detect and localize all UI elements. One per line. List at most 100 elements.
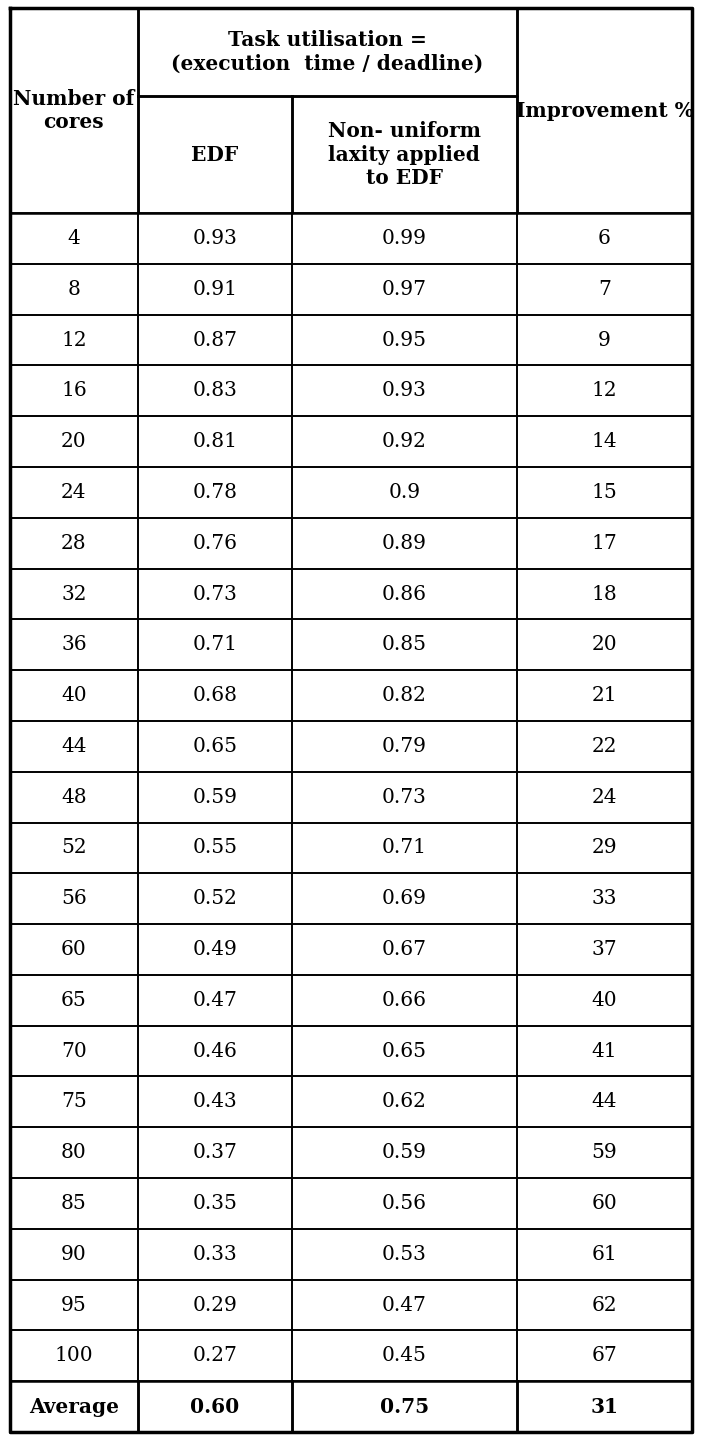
Text: 0.67: 0.67 — [382, 940, 427, 959]
Text: 0.85: 0.85 — [382, 635, 427, 654]
Text: 0.95: 0.95 — [382, 331, 427, 350]
Text: 15: 15 — [592, 482, 617, 503]
Text: EDF: EDF — [191, 144, 239, 164]
Text: 59: 59 — [592, 1143, 617, 1162]
Text: 36: 36 — [61, 635, 87, 654]
Text: Improvement %: Improvement % — [515, 101, 694, 121]
Text: 85: 85 — [61, 1194, 87, 1212]
Text: 0.87: 0.87 — [192, 331, 237, 350]
Text: 8: 8 — [67, 279, 80, 298]
Text: 37: 37 — [592, 940, 617, 959]
Text: 0.71: 0.71 — [192, 635, 237, 654]
Text: 0.69: 0.69 — [382, 890, 427, 909]
Text: 0.27: 0.27 — [192, 1346, 237, 1365]
Text: 80: 80 — [61, 1143, 87, 1162]
Text: 9: 9 — [598, 331, 611, 350]
Text: 22: 22 — [592, 737, 617, 756]
Text: 60: 60 — [592, 1194, 617, 1212]
Text: 12: 12 — [592, 382, 617, 400]
Text: 0.60: 0.60 — [190, 1397, 239, 1417]
Text: 0.55: 0.55 — [192, 838, 237, 857]
Text: 28: 28 — [61, 534, 87, 553]
Text: 0.46: 0.46 — [192, 1041, 237, 1061]
Text: 0.97: 0.97 — [382, 279, 427, 298]
Text: 70: 70 — [61, 1041, 87, 1061]
Text: 67: 67 — [592, 1346, 617, 1365]
Text: 0.66: 0.66 — [382, 991, 427, 1009]
Text: 0.59: 0.59 — [382, 1143, 427, 1162]
Text: 0.92: 0.92 — [382, 432, 427, 451]
Text: 62: 62 — [592, 1296, 617, 1315]
Text: 40: 40 — [592, 991, 617, 1009]
Text: 0.53: 0.53 — [382, 1244, 427, 1264]
Text: 100: 100 — [55, 1346, 93, 1365]
Text: 75: 75 — [61, 1093, 87, 1112]
Text: 0.79: 0.79 — [382, 737, 427, 756]
Text: 0.47: 0.47 — [192, 991, 237, 1009]
Text: 0.73: 0.73 — [382, 788, 427, 806]
Text: 16: 16 — [61, 382, 87, 400]
Text: 20: 20 — [61, 432, 87, 451]
Text: 29: 29 — [592, 838, 617, 857]
Text: 41: 41 — [592, 1041, 617, 1061]
Text: Non- uniform
laxity applied
to EDF: Non- uniform laxity applied to EDF — [328, 121, 481, 187]
Text: 0.35: 0.35 — [192, 1194, 237, 1212]
Text: 20: 20 — [592, 635, 617, 654]
Text: 0.9: 0.9 — [388, 482, 420, 503]
Text: 0.73: 0.73 — [192, 585, 237, 603]
Text: 60: 60 — [61, 940, 87, 959]
Text: 21: 21 — [592, 685, 617, 706]
Text: 0.71: 0.71 — [382, 838, 427, 857]
Text: Average: Average — [29, 1397, 119, 1417]
Text: 0.59: 0.59 — [192, 788, 237, 806]
Text: 0.37: 0.37 — [192, 1143, 237, 1162]
Text: 0.86: 0.86 — [382, 585, 427, 603]
Text: 0.89: 0.89 — [382, 534, 427, 553]
Text: 4: 4 — [67, 229, 80, 248]
Text: 56: 56 — [61, 890, 87, 909]
Text: 0.93: 0.93 — [382, 382, 427, 400]
Text: 52: 52 — [61, 838, 87, 857]
Text: 0.49: 0.49 — [192, 940, 237, 959]
Text: 17: 17 — [592, 534, 617, 553]
Text: 65: 65 — [61, 991, 87, 1009]
Text: 0.82: 0.82 — [382, 685, 427, 706]
Text: 14: 14 — [592, 432, 617, 451]
Text: 90: 90 — [61, 1244, 87, 1264]
Text: 7: 7 — [598, 279, 611, 298]
Text: 33: 33 — [592, 890, 617, 909]
Text: 0.81: 0.81 — [192, 432, 237, 451]
Text: 6: 6 — [598, 229, 611, 248]
Text: 44: 44 — [61, 737, 86, 756]
Text: 0.43: 0.43 — [192, 1093, 237, 1112]
Text: 0.99: 0.99 — [382, 229, 427, 248]
Text: 48: 48 — [61, 788, 87, 806]
Text: 18: 18 — [592, 585, 617, 603]
Text: 0.65: 0.65 — [382, 1041, 427, 1061]
Text: 40: 40 — [61, 685, 87, 706]
Text: 95: 95 — [61, 1296, 87, 1315]
Text: 32: 32 — [61, 585, 86, 603]
Text: 31: 31 — [590, 1397, 618, 1417]
Text: 12: 12 — [61, 331, 87, 350]
Text: Task utilisation =
(execution  time / deadline): Task utilisation = (execution time / dea… — [171, 30, 484, 73]
Text: 61: 61 — [592, 1244, 617, 1264]
Text: 0.83: 0.83 — [192, 382, 237, 400]
Text: 0.52: 0.52 — [192, 890, 237, 909]
Text: 0.65: 0.65 — [192, 737, 237, 756]
Text: 0.91: 0.91 — [192, 279, 237, 298]
Text: 0.56: 0.56 — [382, 1194, 427, 1212]
Text: 0.47: 0.47 — [382, 1296, 427, 1315]
Text: 24: 24 — [61, 482, 86, 503]
Text: Number of
cores: Number of cores — [13, 89, 135, 132]
Text: 0.45: 0.45 — [382, 1346, 427, 1365]
Text: 44: 44 — [592, 1093, 617, 1112]
Text: 0.68: 0.68 — [192, 685, 237, 706]
Text: 0.76: 0.76 — [192, 534, 237, 553]
Text: 0.78: 0.78 — [192, 482, 237, 503]
Text: 24: 24 — [592, 788, 617, 806]
Text: 0.62: 0.62 — [382, 1093, 427, 1112]
Text: 0.33: 0.33 — [192, 1244, 237, 1264]
Text: 0.93: 0.93 — [192, 229, 237, 248]
Text: 0.29: 0.29 — [192, 1296, 237, 1315]
